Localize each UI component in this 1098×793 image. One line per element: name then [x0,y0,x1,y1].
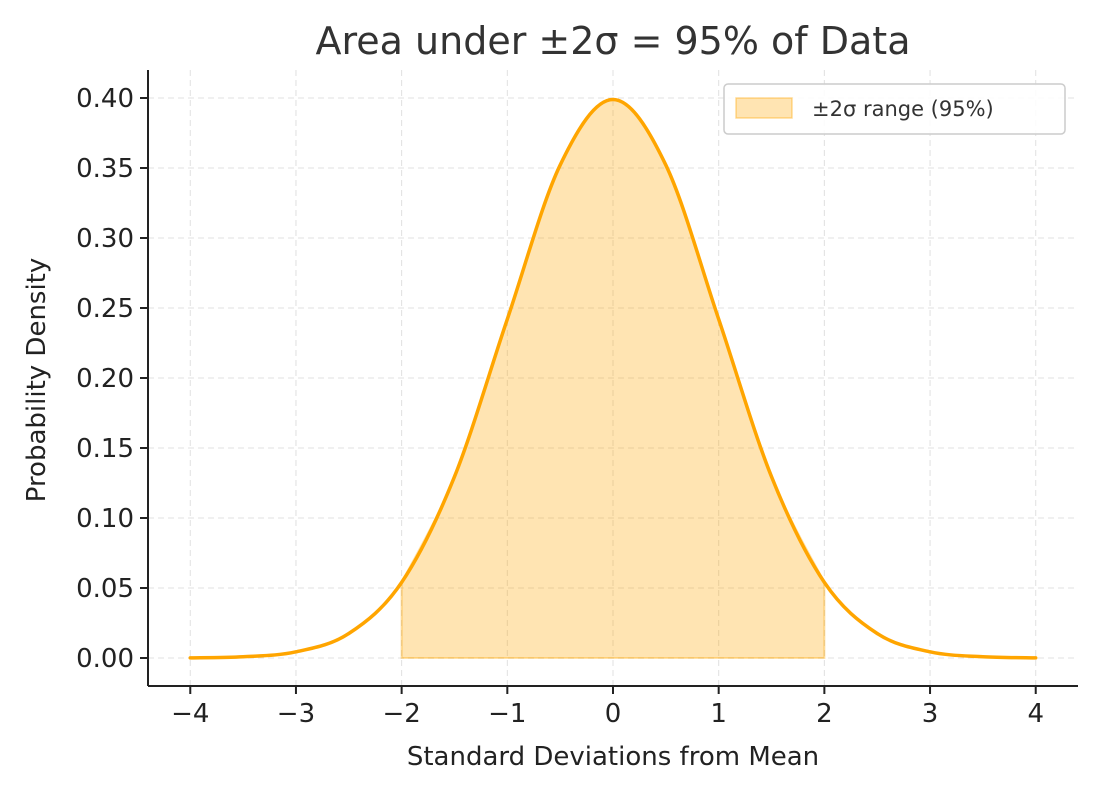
y-tick-label: 0.05 [76,574,134,604]
chart-title: Area under ±2σ = 95% of Data [316,19,911,63]
y-axis-label: Probability Density [22,258,52,503]
curve-layer [188,97,1038,660]
y-tick-label: 0.20 [76,364,134,394]
y-tick-label: 0.35 [76,154,134,184]
legend: ±2σ range (95%) [723,83,1066,135]
x-tick-label: 3 [922,699,939,729]
y-ticks: 0.00 0.05 0.10 0.15 0.20 0.25 0.30 0.35 0.40 [76,84,148,674]
y-tick-label: 0.10 [76,504,134,534]
x-tick-label: −2 [382,699,420,729]
y-tick-label: 0.40 [76,84,134,114]
y-tick-label: 0.25 [76,294,134,324]
density-curve [188,97,1038,660]
y-tick-label: 0.00 [76,644,134,674]
x-axis-label: Standard Deviations from Mean [407,742,819,772]
shaded-area-2sigma [400,98,826,659]
x-ticks: −4 −3 −2 −1 0 1 2 3 4 [171,686,1044,729]
legend-box [723,83,1066,135]
x-tick-label: 4 [1027,699,1044,729]
x-tick-label: −3 [277,699,315,729]
y-tick-label: 0.30 [76,224,134,254]
x-tick-label: 0 [605,699,622,729]
legend-swatch [735,97,793,119]
shaded-area-layer [400,98,826,659]
x-tick-label: 1 [710,699,727,729]
x-tick-label: −4 [171,699,209,729]
x-tick-label: −1 [488,699,526,729]
legend-label: ±2σ range (95%) [812,97,994,121]
y-tick-label: 0.15 [76,434,134,464]
x-tick-label: 2 [816,699,833,729]
